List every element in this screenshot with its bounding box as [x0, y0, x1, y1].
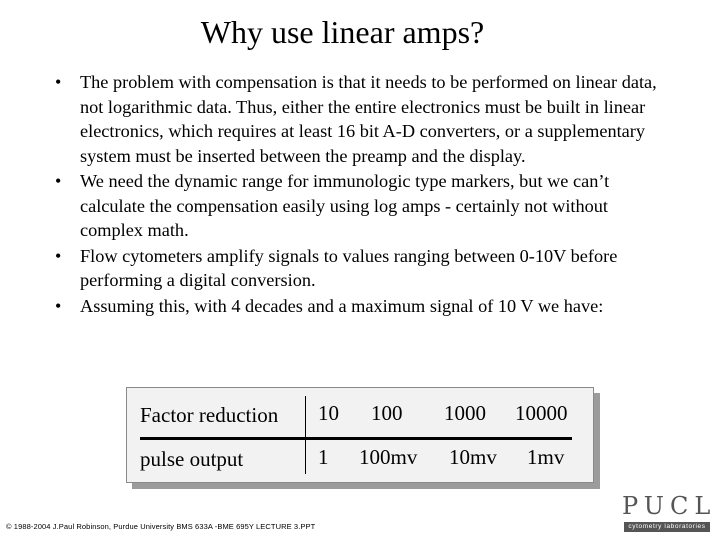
table-row-divider — [140, 437, 572, 440]
row-label-pulse-output: pulse output — [140, 447, 244, 471]
pulse-value-4: 1mv — [527, 445, 565, 469]
bullet-item: • We need the dynamic range for immunolo… — [52, 169, 662, 243]
pulse-value-1: 1 — [318, 445, 329, 469]
table-column-divider — [305, 396, 306, 474]
factor-value-4: 10000 — [515, 401, 568, 425]
bullet-text: Assuming this, with 4 decades and a maxi… — [80, 295, 604, 316]
bullet-text: Flow cytometers amplify signals to value… — [80, 245, 618, 291]
logo-letters: PUCL — [622, 492, 717, 520]
slide-title: Why use linear amps? — [200, 14, 485, 50]
bullet-text: We need the dynamic range for immunologi… — [80, 171, 610, 240]
bullet-dot: • — [55, 72, 62, 92]
factor-value-2: 100 — [371, 401, 403, 425]
bullet-item: • Flow cytometers amplify signals to val… — [52, 244, 662, 293]
pulse-value-3: 10mv — [449, 445, 497, 469]
copyright-footer: © 1988-2004 J.Paul Robinson, Purdue Univ… — [6, 522, 316, 531]
reduction-table — [126, 387, 594, 483]
row-label-factor-reduction: Factor reduction — [140, 403, 279, 427]
bullet-dot: • — [55, 245, 62, 266]
bullet-dot: • — [55, 295, 62, 316]
logo-tagline: cytometry laboratories — [624, 522, 710, 532]
bullet-item: • The problem with compensation is that … — [52, 70, 662, 168]
factor-value-1: 10 — [318, 401, 339, 425]
factor-value-3: 1000 — [444, 401, 486, 425]
pucl-logo: PUCL cytometry laboratories — [622, 492, 712, 536]
bullet-item: • Assuming this, with 4 decades and a ma… — [52, 294, 662, 319]
pulse-value-2: 100mv — [359, 445, 418, 469]
bullet-text: The problem with compensation is that it… — [80, 72, 657, 166]
bullet-dot: • — [55, 171, 62, 191]
bullet-list: • The problem with compensation is that … — [52, 70, 662, 319]
